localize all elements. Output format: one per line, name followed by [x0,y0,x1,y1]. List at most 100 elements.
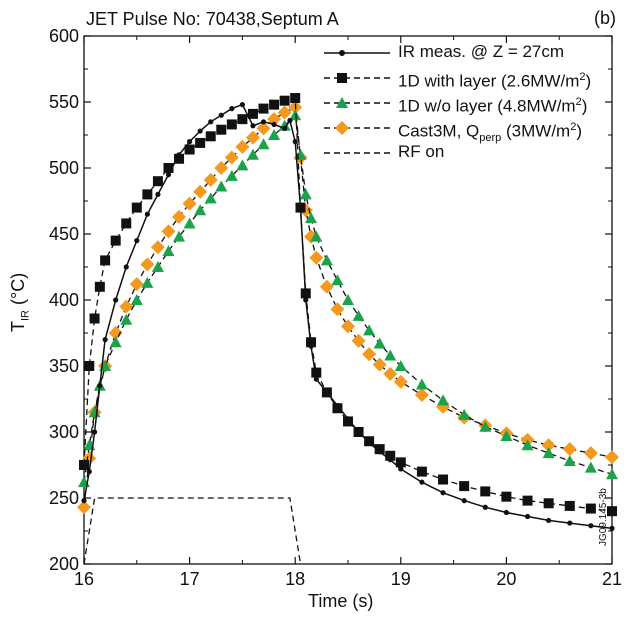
layer-point [142,189,153,200]
cast3m-point [140,257,155,272]
legend-swatch-1d-with-layer [324,73,390,83]
ir-point [123,264,129,270]
layer-point [343,416,353,427]
y-tick-label: 600 [49,26,79,46]
layer-point [237,114,248,125]
no-layer-point [299,188,312,200]
x-tick-label: 17 [180,569,200,589]
cast3m-point [414,388,429,403]
ir-point [250,123,256,129]
cast3m-point [129,277,144,292]
ir-point [144,211,150,217]
no-layer-point [173,230,186,242]
cast3m-point [267,112,282,127]
layer-point [374,444,385,455]
cast3m-point [245,130,260,145]
layer-point [152,176,163,187]
no-layer-point [162,245,175,257]
no-layer-point [120,313,133,325]
series-line-0 [83,103,613,530]
cast3m-point [256,121,271,136]
layer-point [501,491,512,502]
no-layer-point [584,461,597,473]
panel-label: (b) [594,8,616,28]
ir-point [282,125,288,131]
legend-label-cast3m: Cast3M, Qperp (3MW/m2) [398,121,583,145]
y-tick-label: 500 [49,158,79,178]
ir-point [97,383,103,389]
ir-point [398,466,404,472]
layer-point [543,498,554,509]
no-layer-point [215,180,228,192]
y-tick-label: 200 [49,554,79,574]
ir-point [287,117,293,124]
series-line-4 [83,497,302,565]
ir-point [377,449,383,455]
y-tick-label: 450 [49,224,79,244]
cast3m-point [235,139,250,154]
layer-point [607,506,617,517]
cast3m-point [277,105,292,120]
ir-point [308,343,314,349]
ir-point [260,119,267,125]
cast3m-point [330,302,345,317]
layer-point [564,500,575,511]
cast3m-point [309,250,324,265]
ir-point [197,128,203,134]
no-layer-point [257,138,270,150]
ir-point [165,172,172,178]
no-layer-point [373,337,386,349]
no-layer-point [606,468,618,480]
cast3m-point [119,299,134,314]
x-tick-label: 18 [285,569,305,589]
layer-point [100,255,111,266]
ir-point [176,152,182,158]
no-layer-point [542,447,555,459]
layer-point [279,95,290,106]
ir-point [218,112,224,118]
ir-point [546,517,552,524]
layer-point [94,281,105,292]
layer-point [163,163,174,173]
ir-point [303,297,309,303]
cast3m-point [362,347,377,362]
layer-point [110,235,121,246]
no-layer-point [109,336,122,348]
layer-point [385,450,396,461]
no-layer-point [363,324,376,336]
cast3m-point [605,450,619,465]
no-layer-point [415,378,428,390]
cast3m-point [214,161,229,175]
layer-point [89,313,100,324]
layer-point [84,361,95,371]
no-layer-point [151,261,164,272]
legend-label-1d-with-layer: 1D with layer (2.6MW/m2) [398,71,592,91]
no-layer-point [563,455,576,467]
no-layer-point [88,406,101,418]
x-tick-label: 20 [496,569,516,589]
ir-point [297,205,304,211]
y-axis-label: TIR (°C) [8,272,32,332]
y-tick-label: 400 [49,290,79,310]
no-layer-point [130,294,143,305]
x-axis-label: Time (s) [308,591,374,611]
ir-point [313,376,319,382]
no-layer-point [225,169,238,181]
no-layer-point [342,294,354,305]
ir-point [567,520,573,526]
ir-point [524,513,531,520]
no-layer-point [320,254,333,266]
no-layer-point [305,212,318,224]
layer-point [79,460,89,470]
ir-point [419,479,425,485]
ir-point [292,139,298,145]
cast3m-point [541,438,556,453]
layer-point [174,153,185,164]
ir-point [113,297,119,303]
ir-point [609,525,615,531]
no-layer-point [352,309,365,321]
ir-point [482,504,488,510]
no-layer-point [394,360,407,371]
cast3m-point [562,442,577,457]
